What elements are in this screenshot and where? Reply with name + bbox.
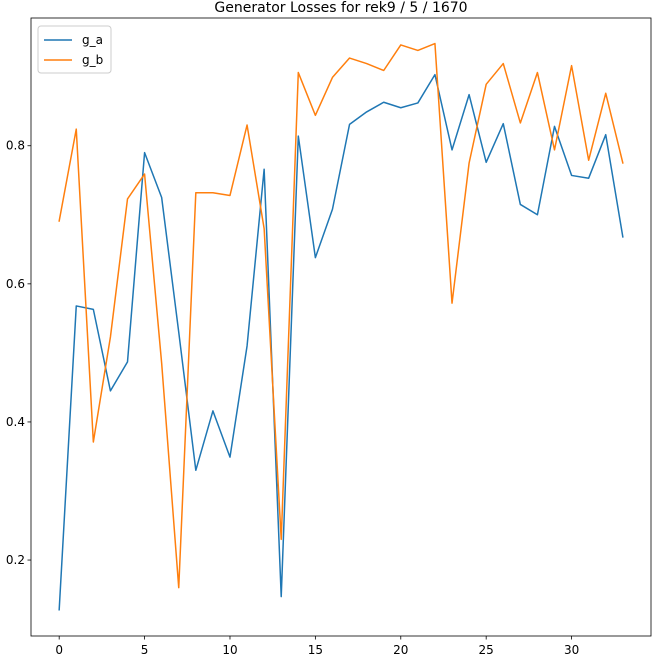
y-tick-label: 0.8 (6, 139, 25, 153)
plot-area: 0 5 10 15 20 25 30 0.2 0.4 0.6 0.8 g_a g_b (6, 17, 652, 657)
y-tick-label: 0.4 (6, 415, 25, 429)
x-tick-label: 5 (141, 643, 149, 657)
y-tick-label: 0.2 (6, 553, 25, 567)
x-tick-label: 10 (222, 643, 237, 657)
legend-box (37, 25, 112, 74)
x-tick-label: 0 (55, 643, 63, 657)
x-tick-label: 15 (308, 643, 323, 657)
chart-title: Generator Losses for rek9 / 5 / 1670 (214, 0, 467, 16)
x-tick-label: 30 (564, 643, 579, 657)
series-line-g_b (58, 42, 624, 589)
legend-label-g_b: g_b (82, 53, 103, 67)
x-tick-label: 25 (479, 643, 494, 657)
series-line-g_a (58, 73, 624, 611)
axes-frame (30, 17, 652, 637)
legend-label-g_a: g_a (82, 33, 103, 47)
y-tick-label: 0.6 (6, 277, 25, 291)
x-tick-label: 20 (393, 643, 408, 657)
